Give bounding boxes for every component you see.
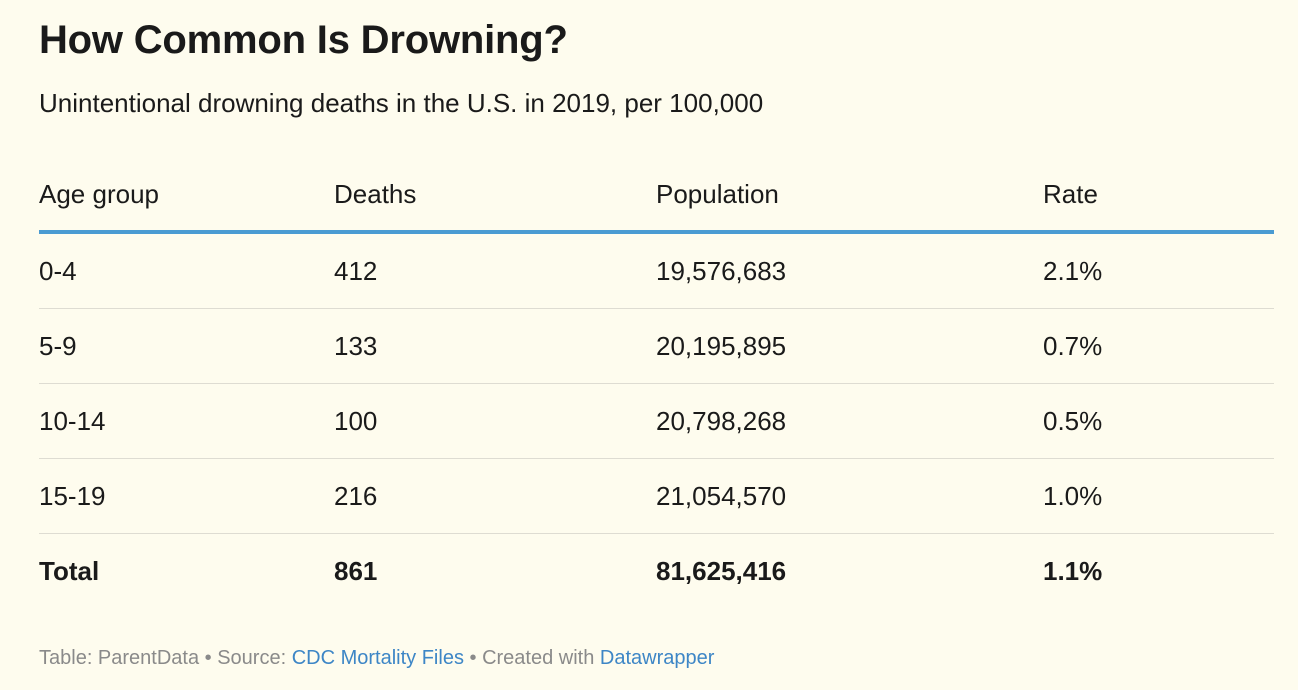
cell-age-group: 10-14 [39, 383, 334, 459]
cell-population: 20,195,895 [656, 308, 1043, 384]
column-header-age-group[interactable]: Age group [39, 158, 334, 234]
cell-rate: 1.0% [1043, 458, 1274, 534]
source-link[interactable]: CDC Mortality Files [291, 647, 464, 669]
table-total-row: Total 861 81,625,416 1.1% [39, 534, 1274, 609]
cell-deaths: 133 [334, 308, 656, 384]
table-header-row: Age group Deaths Population Rate [39, 158, 1274, 234]
column-header-rate[interactable]: Rate [1043, 158, 1274, 234]
cell-age-group: 15-19 [39, 458, 334, 534]
cell-population: 20,798,268 [656, 383, 1043, 459]
cell-age-group: 5-9 [39, 308, 334, 384]
footer-prefix: Table: ParentData • Source: [39, 647, 292, 669]
total-population: 81,625,416 [656, 555, 787, 586]
total-rate: 1.1% [1043, 555, 1103, 586]
cell-deaths: 412 [334, 232, 656, 309]
cell-rate: 0.5% [1043, 383, 1274, 459]
data-table: Age group Deaths Population Rate 0-4 412… [39, 158, 1274, 608]
cell-age-group: 0-4 [39, 232, 334, 309]
column-header-deaths[interactable]: Deaths [334, 158, 656, 234]
cell-deaths: 216 [334, 458, 656, 534]
cell-population: 19,576,683 [656, 232, 1043, 309]
total-label: Total [39, 555, 100, 586]
table-row: 0-4 412 19,576,683 2.1% [39, 232, 1274, 309]
column-header-population[interactable]: Population [656, 158, 1043, 234]
cell-rate: 0.7% [1043, 308, 1274, 384]
cell-deaths: 100 [334, 383, 656, 459]
datawrapper-link[interactable]: Datawrapper [599, 647, 715, 669]
footer-middle: • Created with [463, 647, 600, 669]
chart-title: How Common Is Drowning? [39, 18, 568, 62]
cell-population: 21,054,570 [656, 458, 1043, 534]
table-row: 5-9 133 20,195,895 0.7% [39, 308, 1274, 384]
cell-rate: 2.1% [1043, 232, 1274, 309]
chart-footer: Table: ParentData • Source: CDC Mortalit… [39, 645, 714, 671]
total-deaths: 861 [334, 555, 378, 586]
table-row: 10-14 100 20,798,268 0.5% [39, 383, 1274, 459]
chart-subtitle: Unintentional drowning deaths in the U.S… [39, 88, 764, 118]
table-row: 15-19 216 21,054,570 1.0% [39, 458, 1274, 534]
